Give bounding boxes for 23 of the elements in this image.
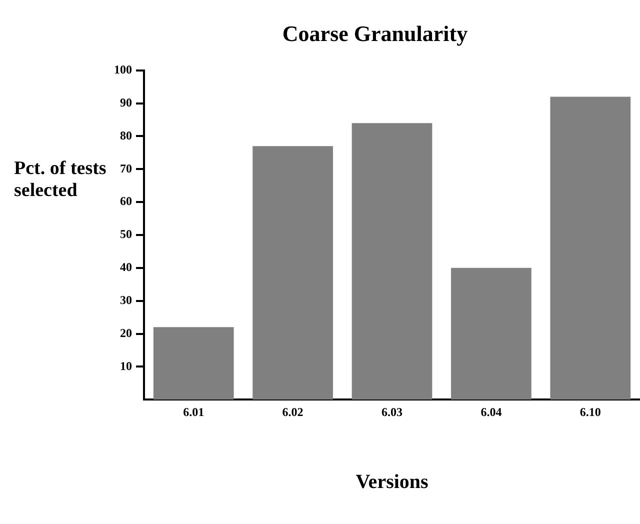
x-axis-title: Versions <box>356 471 429 494</box>
y-tick-label: 60 <box>120 194 132 208</box>
y-tick-label: 80 <box>120 128 132 142</box>
y-tick-label: 20 <box>120 326 132 340</box>
x-tick-label: 6.04 <box>480 404 502 419</box>
x-tick-label: 6.01 <box>183 404 204 419</box>
bar <box>451 268 532 400</box>
y-tick-label: 30 <box>120 292 132 307</box>
x-tick-label: 6.02 <box>282 404 304 419</box>
y-tick-label: 50 <box>120 227 132 242</box>
bar <box>252 146 333 400</box>
bar <box>352 123 432 400</box>
chart-title: Coarse Granularity <box>282 20 468 46</box>
y-tick-label: 40 <box>120 260 132 274</box>
y-tick-label: 90 <box>120 95 132 110</box>
y-tick-label: 10 <box>120 358 132 373</box>
x-tick-label: 6.03 <box>382 404 402 419</box>
bar <box>550 96 631 400</box>
bar <box>153 327 234 400</box>
y-axis-title: Pct. of tests selected <box>14 158 108 202</box>
y-tick-label: 70 <box>120 161 132 176</box>
y-tick-label: 100 <box>114 62 132 76</box>
x-tick-label: 6.10 <box>580 404 601 419</box>
